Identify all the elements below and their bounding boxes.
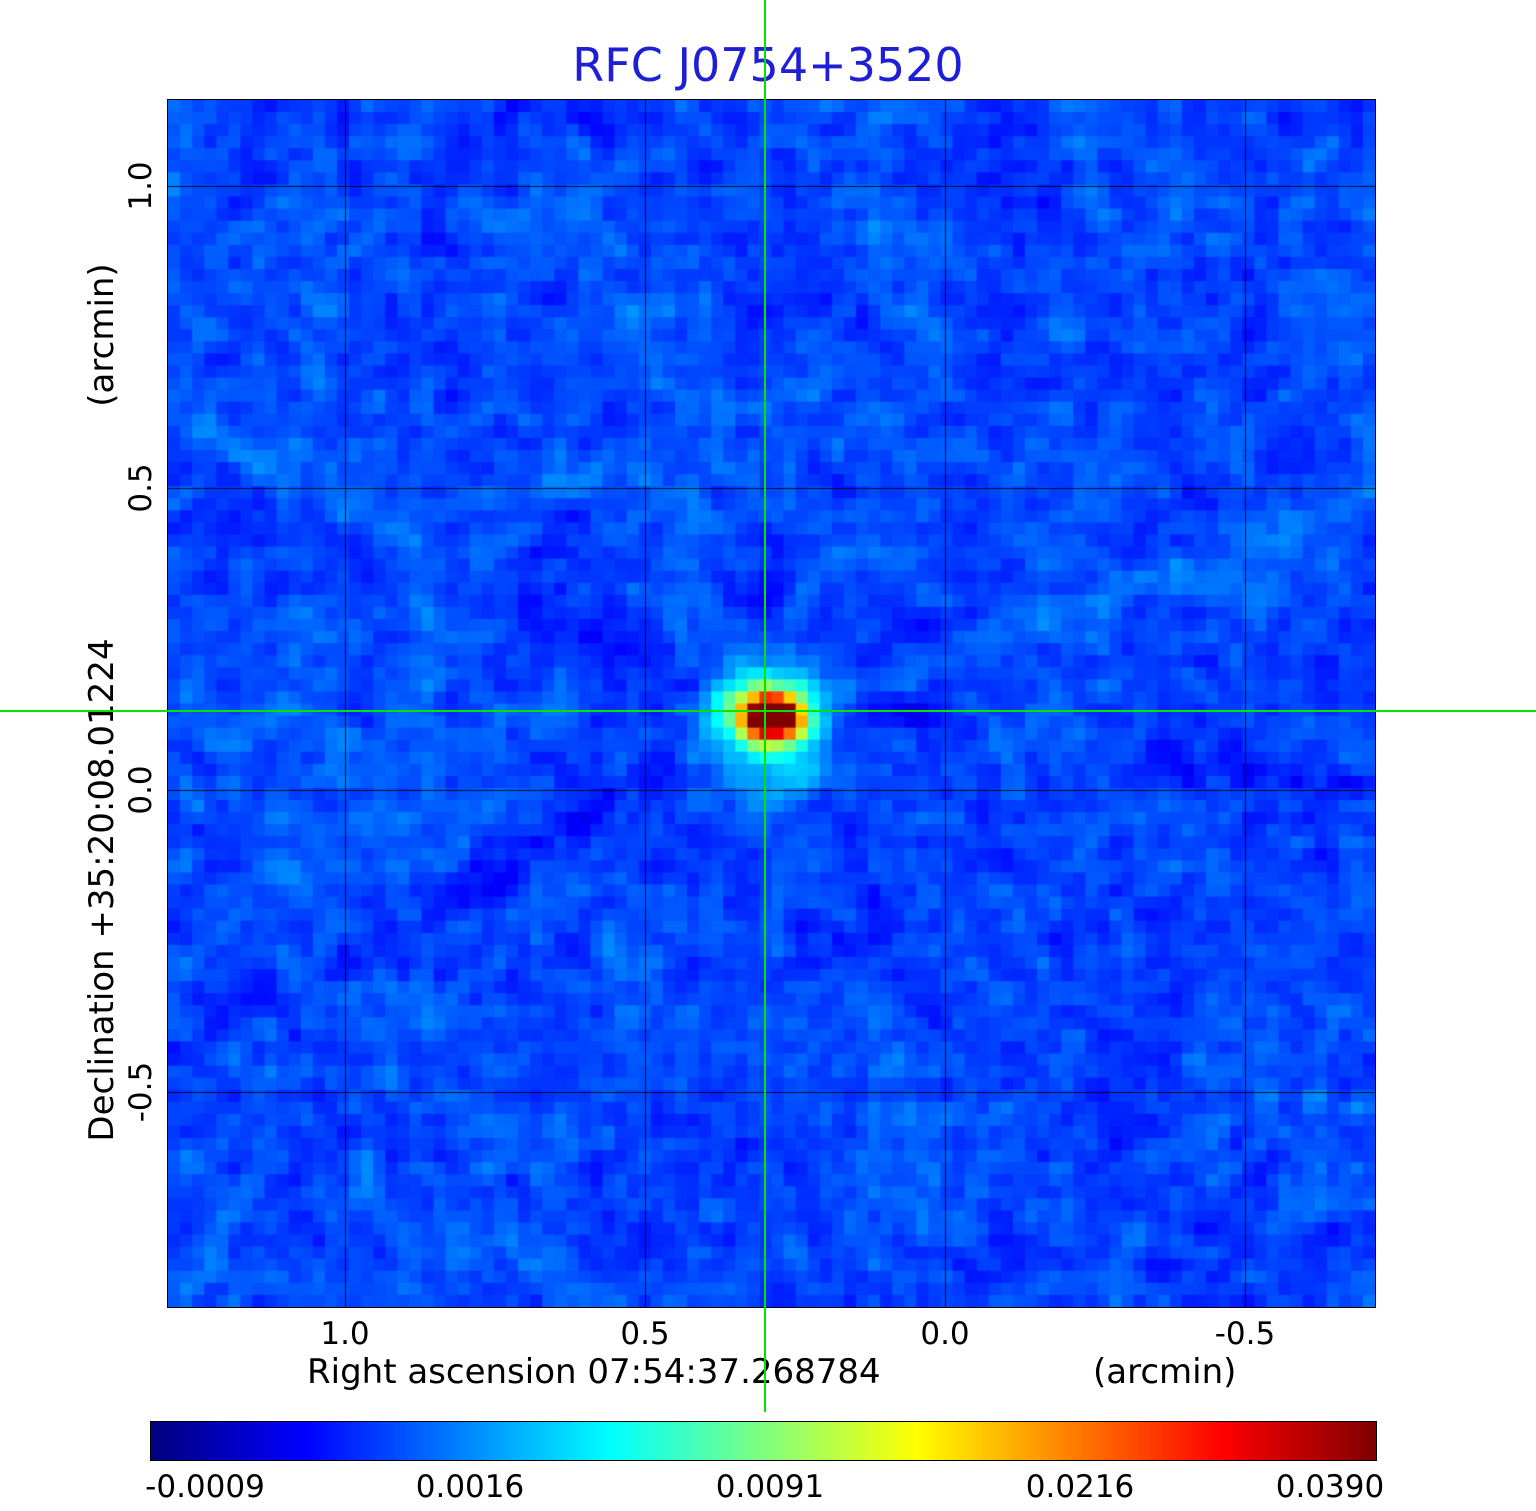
colorbar-tick-label: 0.0216 [1025,1469,1135,1505]
y-axis-unit-label: (arcmin) [82,263,122,407]
y-tick-label: 0.0 [123,765,159,815]
crosshair-vertical-line [764,0,766,1412]
heatmap-image [168,100,1375,1307]
x-tick-label: 0.0 [920,1316,970,1352]
x-tick-label: 0.5 [620,1316,670,1352]
colorbar-tick-label: 0.0091 [715,1469,825,1505]
plot-area [167,99,1376,1308]
colorbar-tick-label: 0.0016 [415,1469,525,1505]
y-tick-label: 0.5 [123,463,159,513]
y-tick-label: -0.5 [123,1061,159,1123]
colorbar-tick-label: 0.0390 [1275,1469,1385,1505]
colorbar-gradient [150,1421,1377,1461]
x-tick-label: -0.5 [1214,1316,1276,1352]
x-tick-label: 1.0 [320,1316,370,1352]
chart-title: RFC J0754+3520 [572,38,964,92]
crosshair-horizontal-line [0,710,1536,712]
colorbar-tick-label: -0.0009 [145,1469,265,1505]
x-axis-unit-label: (arcmin) [1093,1352,1237,1392]
y-axis-label: Declination +35:20:08.01224 [82,638,122,1142]
y-tick-label: 1.0 [123,161,159,211]
colorbar: -0.0009 0.0016 0.0091 0.0216 0.0390 [145,1421,1384,1511]
x-axis-label: Right ascension 07:54:37.268784 [307,1352,881,1392]
